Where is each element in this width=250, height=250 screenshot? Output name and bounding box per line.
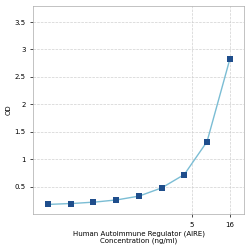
- Point: [160, 186, 164, 190]
- Point: [91, 200, 95, 204]
- Point: [228, 57, 232, 61]
- X-axis label: Human Autoimmune Regulator (AIRE)
Concentration (ng/ml): Human Autoimmune Regulator (AIRE) Concen…: [73, 230, 205, 244]
- Point: [68, 202, 72, 205]
- Point: [137, 194, 141, 198]
- Point: [205, 140, 209, 143]
- Point: [182, 172, 186, 176]
- Point: [114, 198, 118, 202]
- Y-axis label: OD: OD: [6, 104, 12, 115]
- Point: [46, 202, 50, 206]
